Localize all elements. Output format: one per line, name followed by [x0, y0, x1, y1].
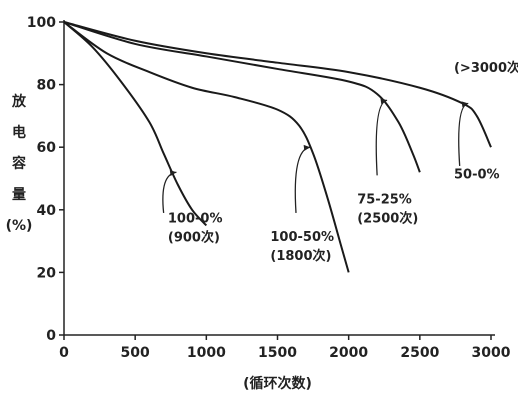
annotation-arrow	[294, 146, 311, 213]
x-tick-label: 1000	[187, 345, 226, 361]
y-axis-label-char: 容	[11, 155, 26, 172]
x-tick-label: 1500	[258, 345, 297, 361]
arrow-head	[461, 101, 469, 108]
x-tick-label: 2500	[400, 345, 439, 361]
y-tick-label: 80	[37, 78, 57, 94]
x-tick-label: 3000	[472, 345, 511, 361]
arrow-head	[380, 98, 388, 105]
y-tick-label: 40	[37, 203, 57, 219]
y-axis-label-char: 放	[11, 93, 27, 110]
annotation-label: (>3000次)	[454, 60, 518, 76]
arrow-head	[169, 169, 177, 177]
y-axis-label-char: 电	[12, 124, 26, 141]
annotation-arrow	[458, 102, 469, 167]
x-tick-label: 2000	[329, 345, 368, 361]
x-tick-label: 500	[121, 345, 150, 361]
arrow-head	[303, 144, 311, 151]
series-line-1	[63, 21, 208, 227]
annotation-label: 100-50%	[270, 230, 334, 245]
annotation-label: (1800次)	[270, 248, 331, 264]
annotation-label: 75-25%	[357, 193, 412, 208]
series-line-2	[63, 21, 350, 273]
y-axis-label-char: 量	[12, 187, 26, 203]
y-axis-label-char: (%)	[6, 218, 33, 234]
annotations: 100-0% (900次) 100-50% (1800次) 75-25% (2500次) (…	[162, 60, 518, 264]
y-tick-label: 20	[37, 265, 57, 281]
series-line-4	[63, 21, 492, 148]
annotation-label: 100-0%	[168, 211, 223, 226]
annotation-label: (900次)	[168, 229, 220, 245]
series-lines	[63, 21, 492, 273]
x-axis-label: (循环次数)	[243, 375, 312, 392]
x-ticks: 0 500 1000 1500 2000 2500 3000	[59, 335, 511, 361]
series-line-3	[63, 21, 421, 173]
annotation-label: (2500次)	[357, 211, 418, 227]
axes	[63, 20, 495, 336]
annotation-arrow	[375, 99, 388, 176]
y-tick-label: 100	[27, 15, 56, 31]
x-tick-label: 0	[59, 345, 69, 361]
y-tick-label: 0	[46, 328, 56, 344]
y-tick-label: 60	[37, 140, 57, 156]
annotation-label: 50-0%	[454, 168, 500, 183]
y-ticks: 0 20 40 60 80 100	[27, 15, 64, 344]
